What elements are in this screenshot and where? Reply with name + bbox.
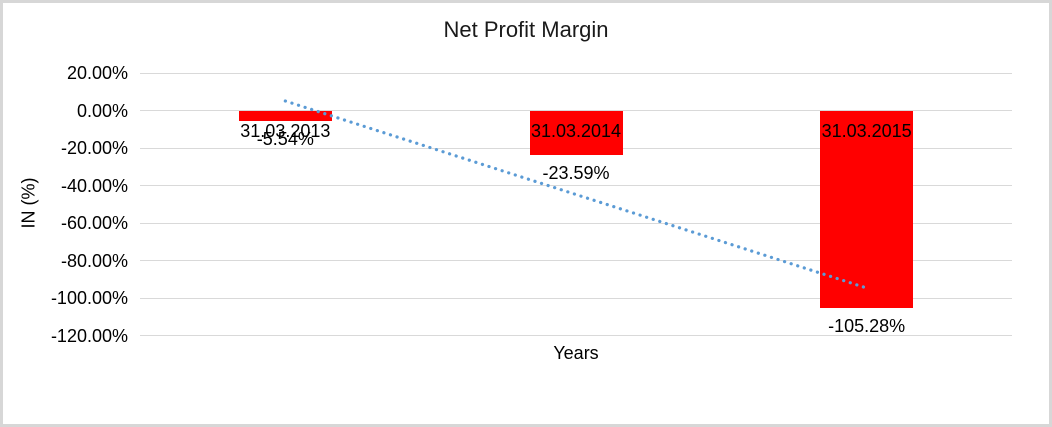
- x-axis-title: Years: [553, 343, 599, 363]
- data-label: -105.28%: [828, 315, 906, 336]
- gridline: [140, 297, 1012, 299]
- data-label: -5.54%: [256, 128, 314, 149]
- y-tick-label: -20.00%: [60, 138, 128, 158]
- y-tick-label: -60.00%: [60, 213, 128, 233]
- category-label: 31.03.2015: [821, 120, 912, 141]
- bar: [238, 110, 332, 121]
- chart-title: Net Profit Margin: [443, 17, 609, 42]
- category-label: 31.03.2014: [530, 120, 622, 141]
- y-tick-label: -100.00%: [50, 288, 128, 308]
- y-tick-label: 20.00%: [66, 63, 128, 83]
- y-tick-label: -120.00%: [50, 325, 128, 346]
- y-tick-label: 0.00%: [76, 100, 128, 121]
- y-tick-label: -80.00%: [60, 250, 128, 271]
- y-axis-title: IN (%): [18, 177, 39, 229]
- y-tick-label: -40.00%: [60, 175, 128, 196]
- gridline: [140, 72, 1012, 74]
- gridline: [140, 335, 1012, 336]
- data-label: -23.59%: [542, 162, 610, 183]
